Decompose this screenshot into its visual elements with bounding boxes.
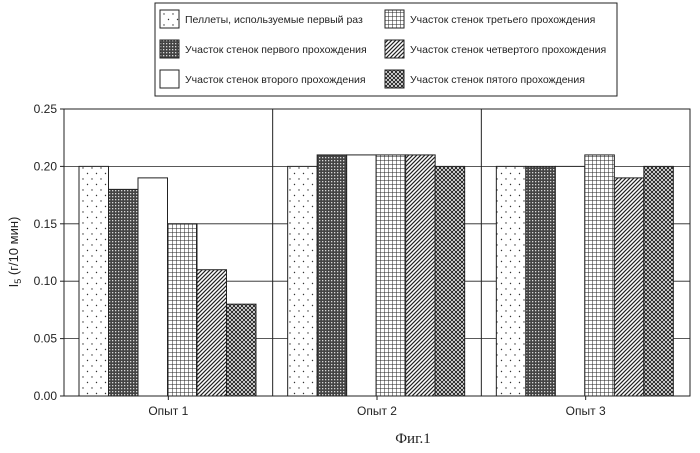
bar-5-3	[614, 178, 644, 396]
legend-swatch-5	[385, 40, 404, 58]
legend-label-6: Участок стенок пятого прохождения	[410, 74, 585, 86]
legend-label-4: Участок стенок третьего прохождения	[410, 14, 595, 26]
legend-swatch-6	[385, 70, 404, 88]
category-label: Опыт 2	[357, 404, 397, 418]
legend-swatch-2	[160, 40, 179, 58]
bar-3-3	[555, 166, 585, 396]
bar-2-2	[317, 155, 347, 396]
y-tick-label: 0.20	[34, 159, 58, 173]
y-tick-label: 0.00	[34, 389, 58, 403]
bar-5-1	[197, 270, 227, 396]
category-label: Опыт 3	[566, 404, 606, 418]
legend-swatch-4	[385, 10, 404, 28]
bar-6-1	[227, 304, 257, 396]
bar-3-1	[138, 178, 168, 396]
legend-label-3: Участок стенок второго прохождения	[185, 74, 366, 86]
bar-1-1	[79, 166, 109, 396]
bar-5-2	[406, 155, 436, 396]
figure-caption: Фиг.1	[395, 431, 431, 447]
y-tick-label: 0.10	[34, 274, 58, 288]
legend-swatch-1	[160, 10, 179, 28]
bar-4-1	[168, 224, 198, 396]
bar-2-1	[109, 189, 139, 396]
legend: Пеллеты, используемые первый раз Участок …	[155, 3, 617, 96]
y-tick-label: 0.15	[34, 217, 58, 231]
y-tick-label: 0.25	[34, 102, 58, 116]
bar-4-3	[585, 155, 615, 396]
bar-1-2	[288, 166, 318, 396]
legend-swatch-3	[160, 70, 179, 88]
y-axis-label: I5 (г/10 мин)	[6, 217, 23, 288]
legend-label-2: Участок стенок первого прохождения	[185, 44, 367, 56]
bar-3-2	[347, 155, 377, 396]
category-label: Опыт 1	[148, 404, 188, 418]
legend-label-5: Участок стенок четвертого прохождения	[410, 44, 606, 56]
legend-label-1: Пеллеты, используемые первый раз	[185, 14, 363, 26]
bar-6-3	[644, 166, 674, 396]
bar-1-3	[496, 166, 526, 396]
bar-6-2	[435, 166, 465, 396]
bar-4-2	[376, 155, 406, 396]
y-tick-label: 0.05	[34, 332, 58, 346]
bar-2-3	[526, 166, 556, 396]
